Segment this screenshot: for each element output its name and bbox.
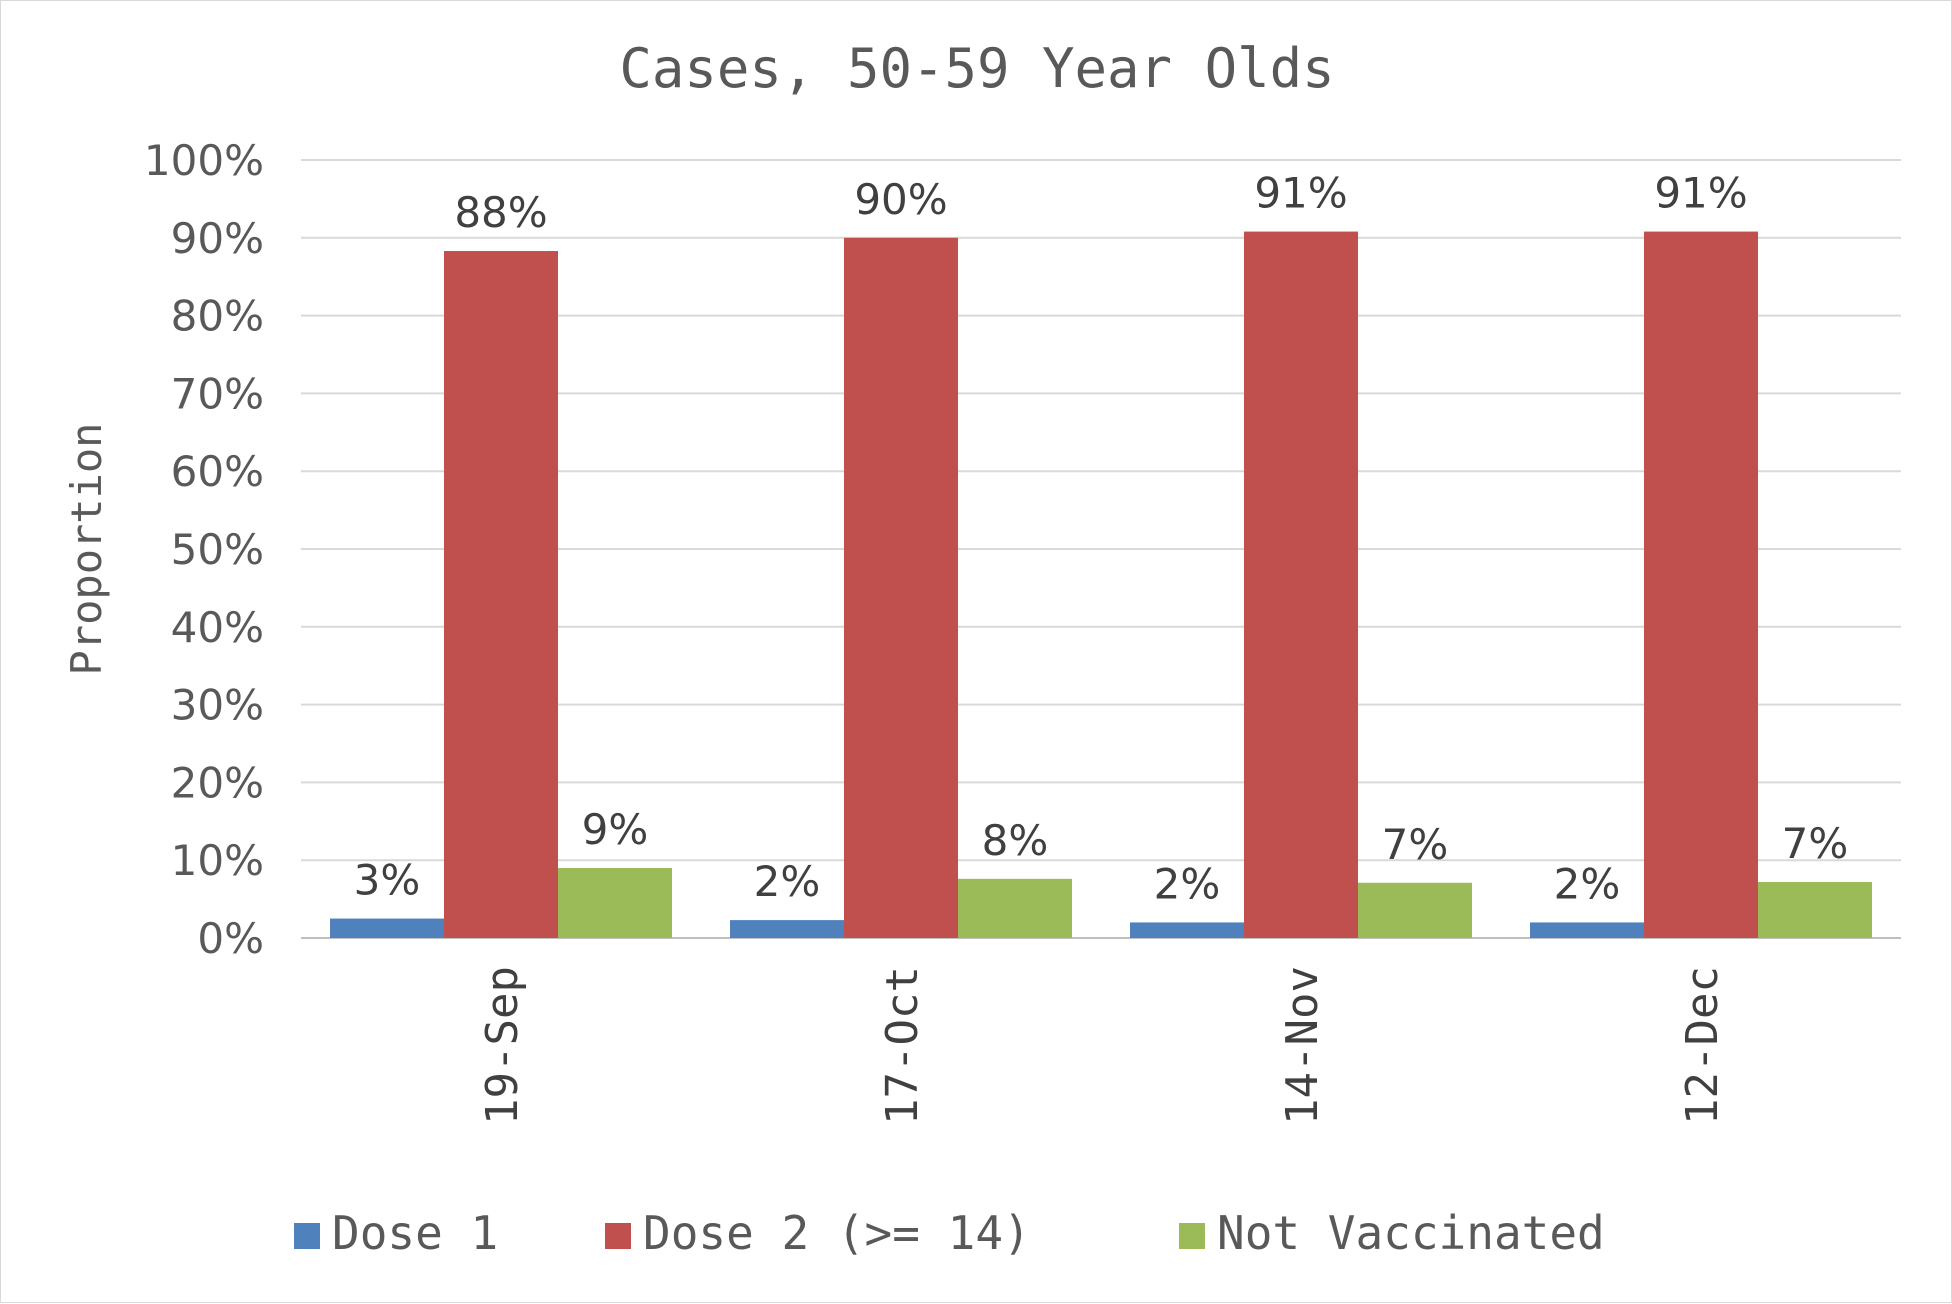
- legend-swatch: [1179, 1223, 1205, 1249]
- y-tick-label: 0%: [197, 914, 264, 963]
- data-label: 8%: [982, 816, 1049, 865]
- y-tick-label: 60%: [171, 447, 264, 496]
- bar: [444, 251, 558, 938]
- x-tick-label: 17-Oct: [877, 966, 928, 1125]
- bar: [1358, 882, 1472, 938]
- data-label: 90%: [854, 175, 947, 224]
- bar: [844, 237, 958, 939]
- y-tick-label: 50%: [171, 525, 264, 574]
- y-axis-label: Proportion: [62, 423, 111, 676]
- data-label: 3%: [354, 856, 421, 905]
- gridlines: [301, 159, 1901, 939]
- y-tick-label: 30%: [171, 681, 264, 730]
- y-tick-label: 80%: [171, 292, 264, 341]
- x-axis-ticks: 19-Sep 17-Oct 14-Nov 12-Dec: [477, 966, 1728, 1125]
- bars: [330, 231, 1872, 939]
- data-label: 9%: [582, 805, 649, 854]
- data-labels: 3% 2% 2% 2% 88% 90% 91% 91% 9% 8% 7% 7%: [354, 169, 1849, 909]
- data-label: 88%: [454, 188, 547, 237]
- x-tick-label: 12-Dec: [1677, 966, 1728, 1125]
- y-axis-ticks: 0% 10% 20% 30% 40% 50% 60% 70% 80% 90% 100%: [144, 136, 264, 963]
- bar: [1758, 881, 1872, 938]
- bar: [1244, 231, 1358, 939]
- data-label: 2%: [1554, 859, 1621, 908]
- x-tick-label: 14-Nov: [1277, 966, 1328, 1125]
- data-label: 2%: [1154, 859, 1221, 908]
- y-tick-label: 100%: [144, 136, 264, 185]
- data-label: 91%: [1654, 169, 1747, 218]
- legend: Dose 1 Dose 2 (>= 14) Not Vaccinated: [294, 1206, 1605, 1260]
- y-tick-label: 20%: [171, 758, 264, 807]
- y-tick-label: 90%: [171, 214, 264, 263]
- bar: [1644, 231, 1758, 939]
- data-label: 2%: [754, 857, 821, 906]
- data-label: 7%: [1782, 819, 1849, 868]
- chart-title: Cases, 50-59 Year Olds: [619, 37, 1334, 100]
- bar: [1130, 922, 1244, 938]
- bar: [1530, 922, 1644, 938]
- x-tick-label: 19-Sep: [477, 966, 528, 1125]
- bar: [730, 920, 844, 938]
- data-label: 91%: [1254, 169, 1347, 218]
- y-tick-label: 70%: [171, 369, 264, 418]
- bar: [330, 918, 444, 938]
- y-tick-label: 10%: [171, 836, 264, 885]
- legend-label: Dose 1: [332, 1206, 498, 1260]
- legend-swatch: [294, 1223, 320, 1249]
- bar: [558, 867, 672, 938]
- data-label: 7%: [1382, 820, 1449, 869]
- legend-label: Not Vaccinated: [1217, 1206, 1605, 1260]
- legend-swatch: [605, 1223, 631, 1249]
- legend-label: Dose 2 (>= 14): [643, 1206, 1031, 1260]
- bar: [958, 878, 1072, 938]
- y-tick-label: 40%: [171, 603, 264, 652]
